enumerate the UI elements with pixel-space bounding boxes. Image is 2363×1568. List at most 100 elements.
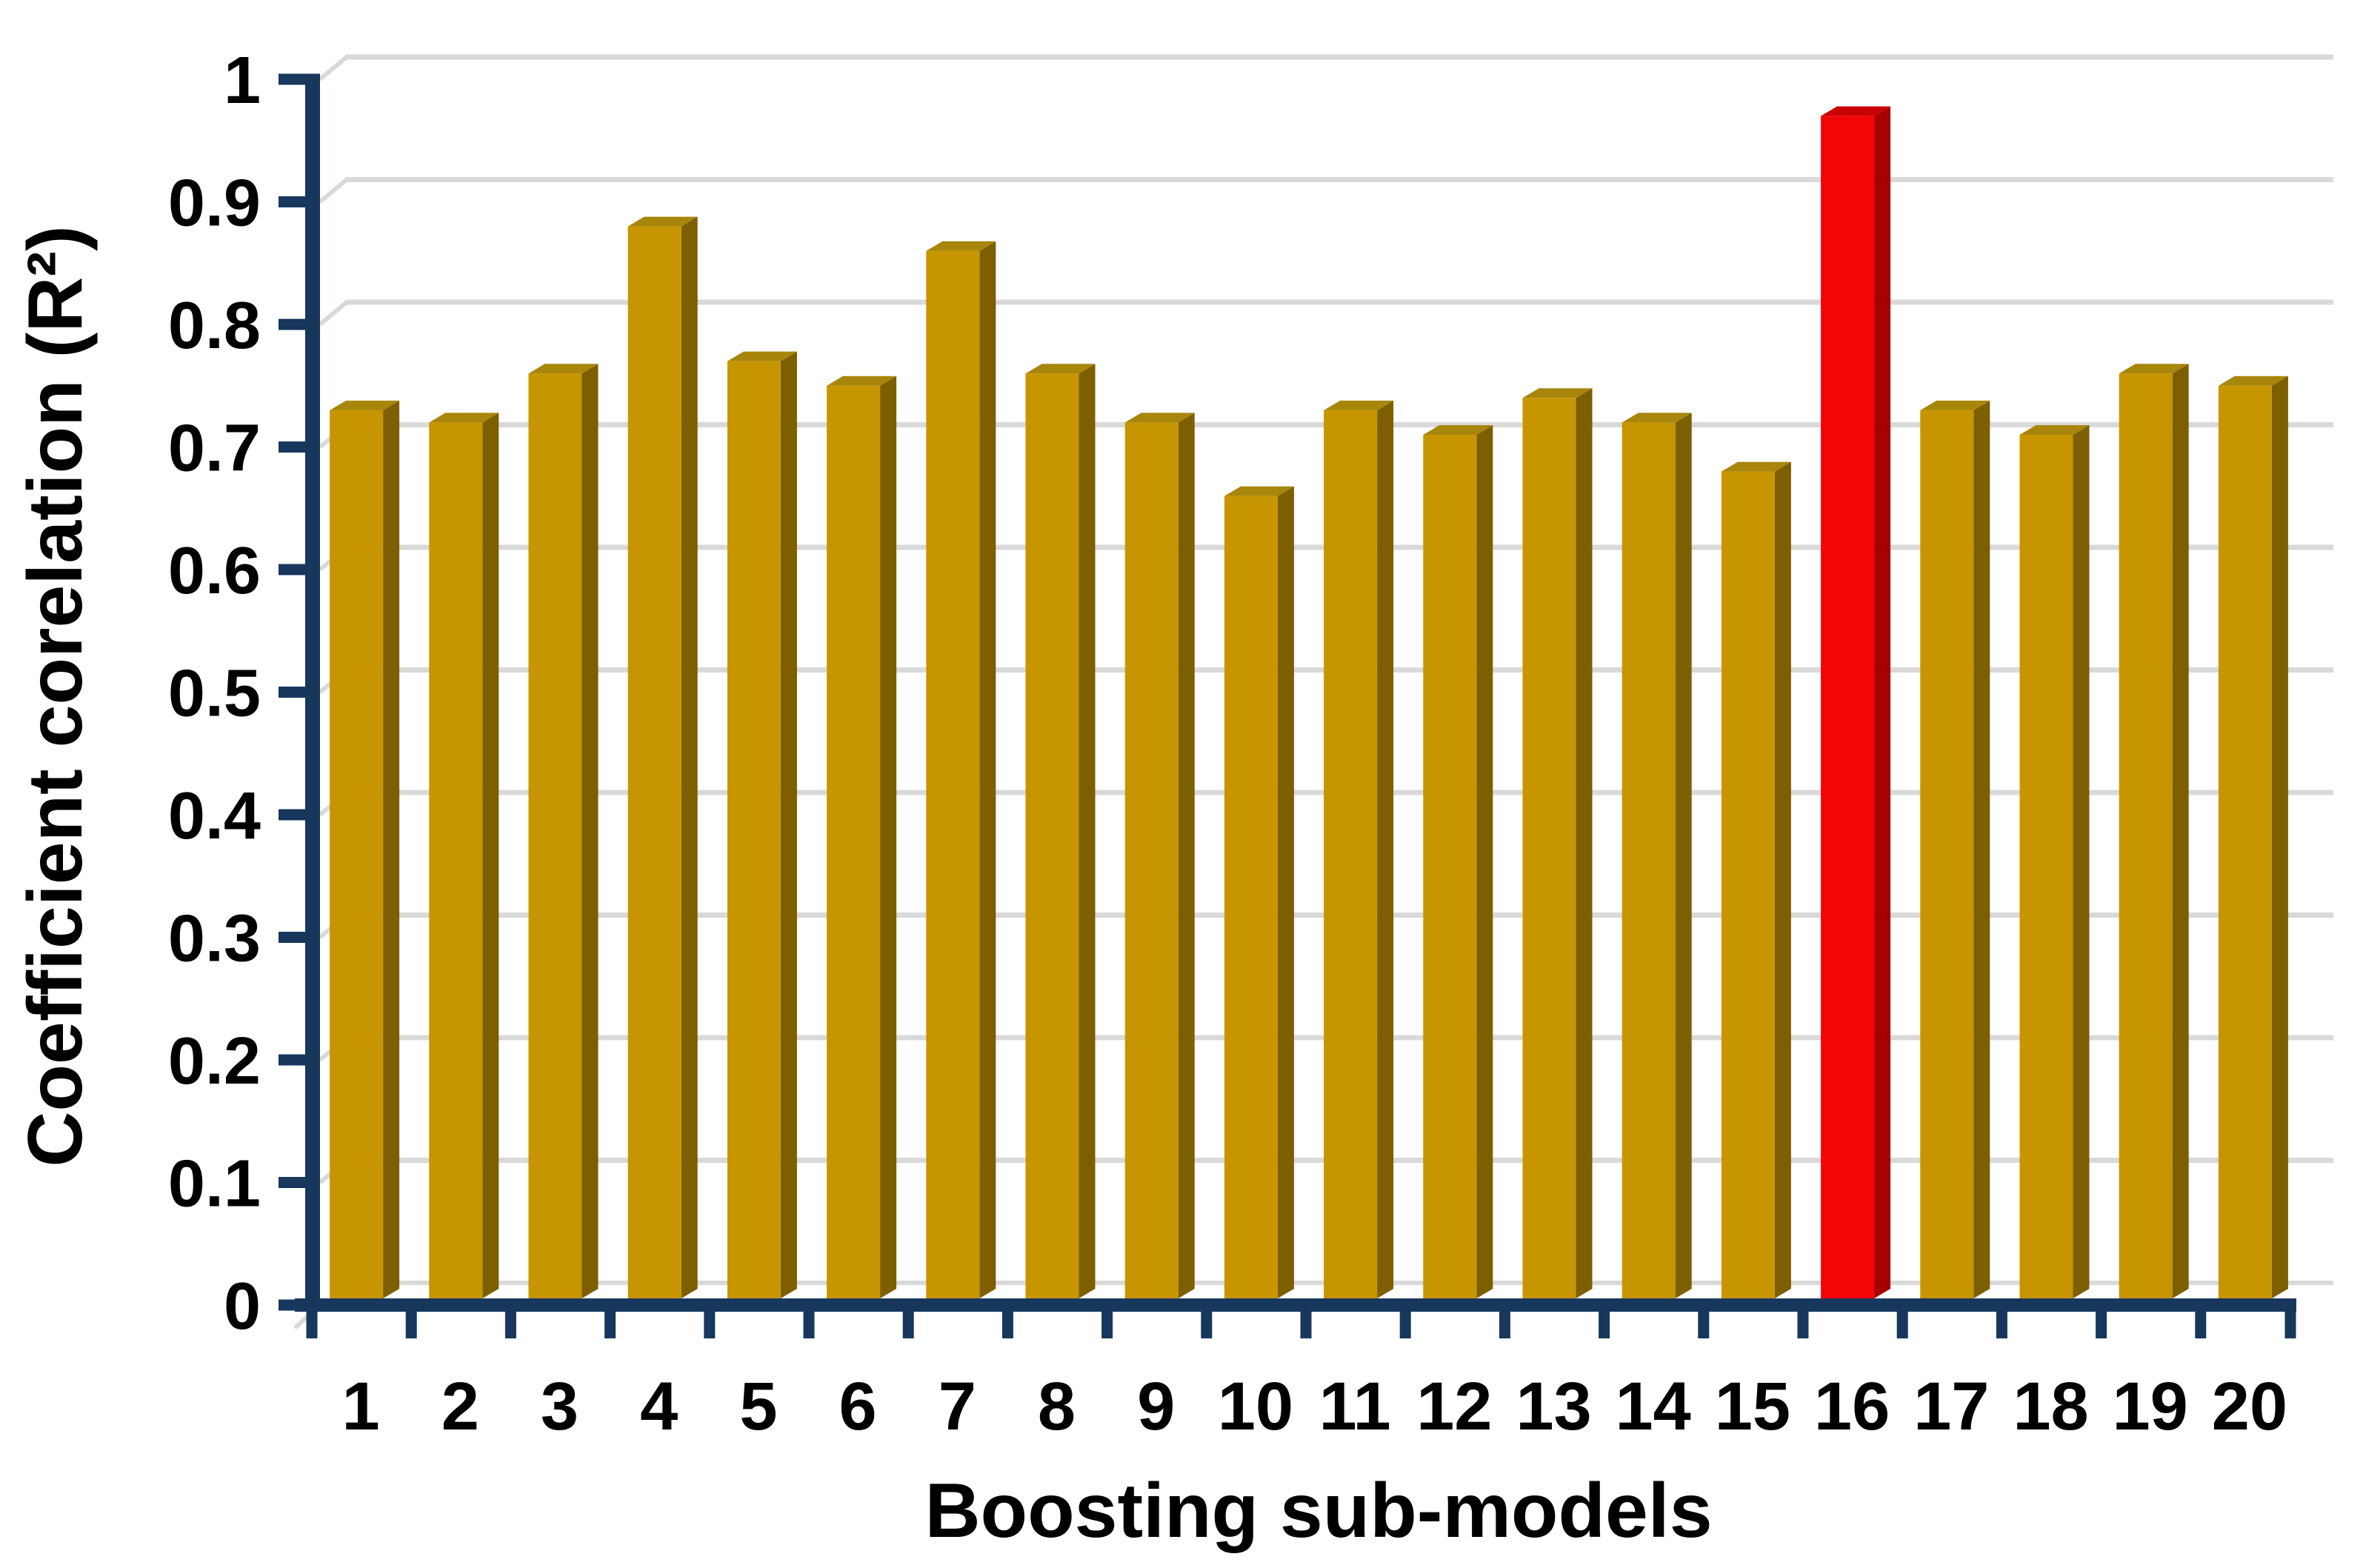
- bar-top-face: [429, 413, 499, 423]
- x-axis-tick: [2096, 1310, 2107, 1338]
- bar-side-face: [880, 376, 897, 1298]
- bar-side-face: [2172, 364, 2189, 1299]
- bar-side-face: [1178, 413, 1195, 1298]
- y-tick-label: 0.1: [168, 1147, 261, 1221]
- bar-top-face: [1622, 413, 1692, 423]
- x-axis-tick: [2195, 1310, 2207, 1338]
- x-tick-label: 10: [1218, 1369, 1293, 1444]
- bar-side-face: [1973, 400, 1990, 1298]
- bar: [528, 373, 582, 1308]
- y-tick-label: 0: [224, 1270, 261, 1344]
- y-tick-label: 0.7: [168, 412, 261, 486]
- bar-top-face: [330, 400, 400, 410]
- x-tick-label: 14: [1616, 1369, 1691, 1444]
- x-axis-tick: [1599, 1310, 1610, 1338]
- x-axis-tick: [604, 1310, 616, 1338]
- x-tick-label: 8: [1038, 1369, 1076, 1444]
- bar-side-face: [1476, 424, 1493, 1299]
- bar-top-face: [1721, 461, 1791, 472]
- x-axis-tick: [2284, 1310, 2296, 1338]
- bar: [1025, 373, 1079, 1308]
- x-tick-label: 16: [1814, 1369, 1890, 1444]
- bar-side-face: [1277, 486, 1294, 1299]
- x-tick-label: 1: [342, 1369, 380, 1444]
- x-axis-tick: [306, 1310, 318, 1338]
- tick-labels-group: 10.90.80.70.60.50.40.30.20.101 2 3 4 5 6 7 8 9 10…: [168, 44, 2287, 1444]
- bar: [1522, 398, 1576, 1307]
- bar-top-face: [727, 351, 797, 361]
- y-tick-label: 0.9: [168, 167, 261, 241]
- x-axis-tick: [405, 1310, 417, 1338]
- bar: [926, 250, 980, 1308]
- bar-side-face: [979, 241, 996, 1299]
- bar: [330, 410, 384, 1307]
- grid-wall-connector: [319, 300, 348, 327]
- bar-top-face: [926, 241, 996, 251]
- bar-side-face: [1774, 461, 1791, 1298]
- x-axis-title: Boosting sub-models: [924, 1468, 1713, 1554]
- bar-side-face: [383, 400, 400, 1298]
- bar-side-face: [1079, 364, 1096, 1299]
- bar: [727, 361, 781, 1307]
- bar-highlighted-side-face: [1874, 106, 1891, 1298]
- bar: [1224, 496, 1278, 1308]
- x-axis-tick: [1300, 1310, 1312, 1338]
- x-axis-tick: [504, 1310, 516, 1338]
- bar: [2119, 373, 2173, 1308]
- x-tick-label: 17: [1913, 1369, 1989, 1444]
- y-tick-label: 0.6: [168, 534, 261, 608]
- bar: [627, 226, 681, 1308]
- bar: [429, 422, 483, 1307]
- x-axis-tick: [1698, 1310, 1710, 1338]
- bar-top-face: [528, 364, 599, 374]
- bar-side-face: [1377, 400, 1394, 1298]
- y-tick-label: 0.4: [168, 779, 261, 853]
- bar-highlighted: [1821, 116, 1875, 1307]
- bar-top-face: [1025, 364, 1096, 374]
- x-axis-tick: [1896, 1310, 1908, 1338]
- bar-top-face: [627, 216, 698, 227]
- bar: [2019, 434, 2073, 1308]
- y-axis-line: [305, 74, 320, 1312]
- x-axis-tick: [1399, 1310, 1411, 1338]
- bar-side-face: [1675, 413, 1692, 1298]
- bar: [1622, 422, 1676, 1307]
- x-axis-tick: [902, 1310, 914, 1338]
- x-axis-tick: [704, 1310, 716, 1338]
- bar-side-face: [681, 216, 698, 1299]
- x-tick-label: 2: [441, 1369, 479, 1444]
- x-axis-tick: [1797, 1310, 1809, 1338]
- bar: [1721, 471, 1775, 1307]
- bar-side-face: [1576, 388, 1593, 1298]
- y-tick-label: 0.5: [168, 657, 261, 731]
- bar-top-face: [1522, 388, 1593, 398]
- bar-side-face: [581, 364, 599, 1299]
- x-tick-label: 7: [939, 1369, 976, 1444]
- bar-side-face: [2271, 376, 2288, 1298]
- y-tick-label: 0.2: [168, 1024, 261, 1098]
- x-tick-label: 20: [2212, 1369, 2287, 1444]
- x-tick-label: 6: [839, 1369, 877, 1444]
- bar-top-face: [1324, 400, 1394, 410]
- bar-top-face: [1124, 413, 1195, 423]
- x-axis-tick: [1201, 1310, 1213, 1338]
- x-axis-tick: [1001, 1310, 1013, 1338]
- bar-top-face: [1920, 400, 1990, 410]
- bar: [1124, 422, 1179, 1307]
- bar-top-face: [2019, 424, 2090, 435]
- x-axis-line: [295, 1298, 2296, 1312]
- bar-top-face: [1224, 486, 1294, 496]
- bar: [1324, 410, 1378, 1307]
- bar-top-face: [2119, 364, 2189, 374]
- grid-wall-connector: [319, 55, 348, 81]
- y-axis-title: Coefficient corelation (R²): [13, 225, 99, 1167]
- x-tick-label: 18: [2013, 1369, 2088, 1444]
- y-tick-label: 1: [224, 44, 261, 118]
- bar: [827, 385, 881, 1307]
- x-axis-tick: [1996, 1310, 2007, 1338]
- axes-group: [279, 73, 2296, 1338]
- x-axis-tick: [1499, 1310, 1510, 1338]
- bar-side-face: [2073, 424, 2090, 1299]
